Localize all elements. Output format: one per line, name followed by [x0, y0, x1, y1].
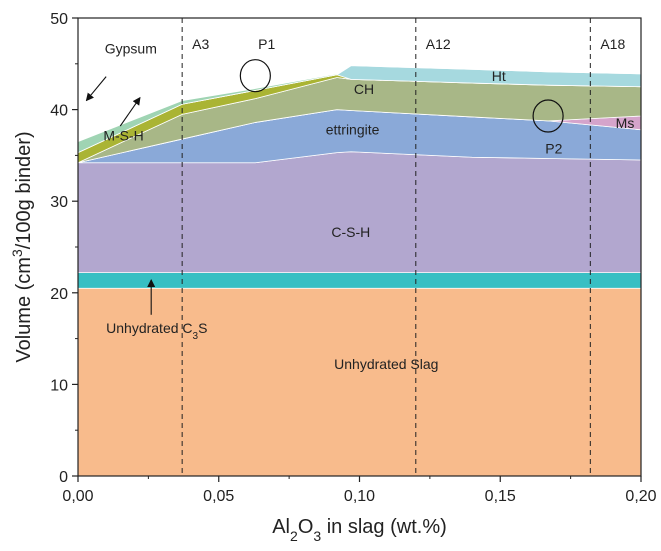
area-unhydrated-c3s: [77, 272, 642, 289]
x-axis-ticks: 0,00 0,05 0,10 0,15 0,20: [62, 476, 657, 505]
arrow-gypsum: [85, 76, 107, 102]
section-lines: A3 A12 A18: [181, 18, 625, 476]
label-p2: P2: [545, 141, 562, 157]
y-tick-label: 20: [50, 286, 68, 303]
circle-p1: [239, 59, 271, 93]
section-label-a3: A3: [192, 36, 209, 52]
x-tick-label: 0,00: [62, 488, 93, 505]
label-ch: CH: [354, 81, 374, 97]
y-tick-label: 30: [50, 194, 68, 211]
x-axis-title: Al2O3 in slag (wt.%): [272, 516, 447, 544]
section-label-a12: A12: [426, 36, 451, 52]
label-m-s-h: M-S-H: [103, 128, 143, 144]
area-gypsum: [77, 65, 642, 154]
section-label-a18: A18: [600, 36, 625, 52]
x-tick-label: 0,20: [625, 488, 656, 505]
y-tick-label: 10: [50, 377, 68, 394]
label-ettringite: ettringite: [326, 121, 380, 137]
label-ms: Ms: [616, 115, 635, 131]
label-unhydrated-slag: Unhydrated Slag: [334, 356, 438, 372]
x-tick-label: 0,10: [344, 488, 375, 505]
area-unhydrated-slag: [77, 287, 642, 477]
x-tick-label: 0,05: [203, 488, 234, 505]
y-axis-title: Volume (cm3/100g binder): [9, 131, 35, 362]
label-ht: Ht: [492, 68, 506, 84]
y-axis-ticks: 0 10 20 30 40 50: [50, 11, 78, 486]
label-c-s-h: C-S-H: [331, 224, 370, 240]
y-tick-label: 50: [50, 11, 68, 28]
circle-p2: [532, 99, 564, 133]
arrow-m-s-h: [119, 96, 141, 127]
label-p1: P1: [258, 36, 275, 52]
area-c-s-h: [77, 151, 642, 274]
y-tick-label: 40: [50, 103, 68, 120]
annotations: [239, 59, 564, 133]
area-layers: [77, 65, 642, 477]
x-tick-label: 0,15: [485, 488, 516, 505]
label-gypsum: Gypsum: [105, 41, 157, 57]
y-tick-label: 0: [59, 469, 68, 486]
